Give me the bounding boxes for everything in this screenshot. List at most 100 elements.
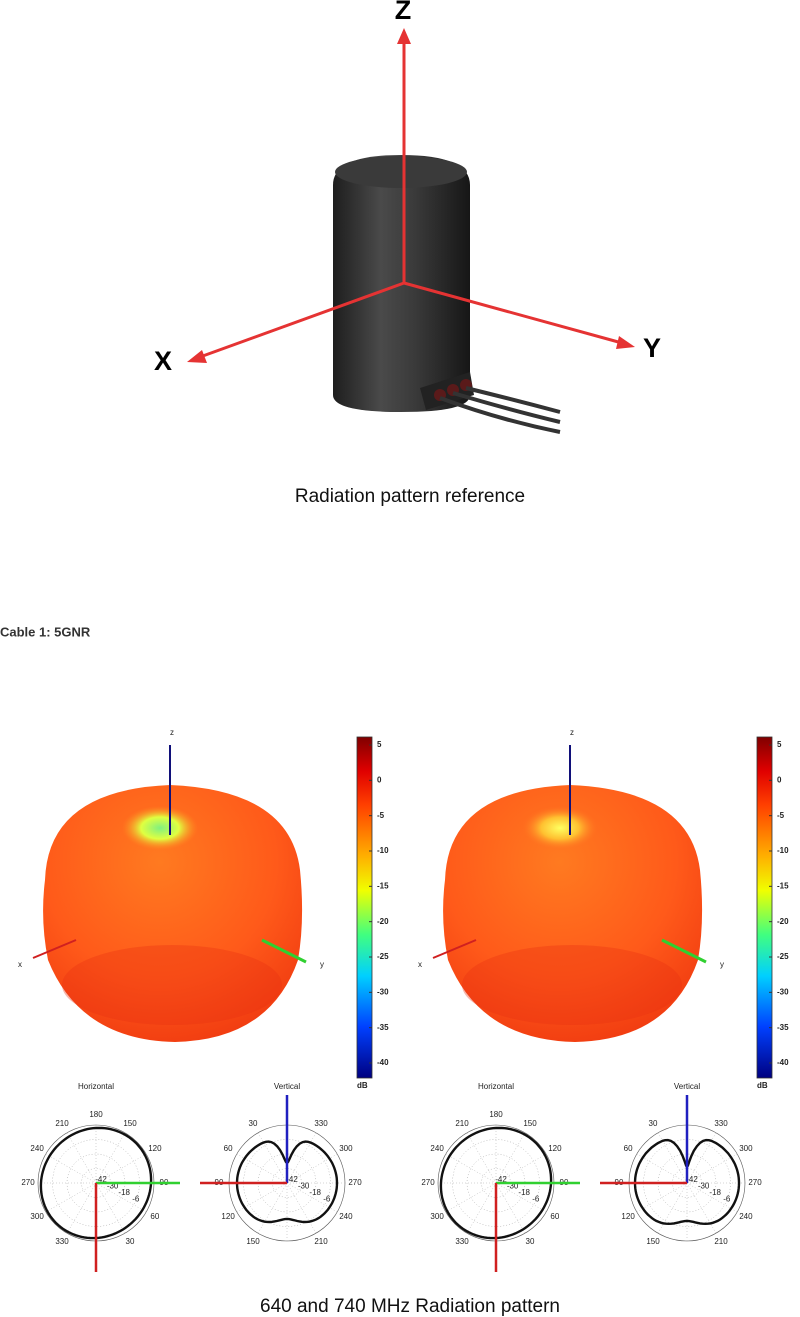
figure-caption: Radiation pattern reference [295, 486, 525, 507]
polar-angle-label: 210 [455, 1119, 469, 1128]
polar-angle-label: 180 [489, 1110, 503, 1119]
polar-spoke [257, 1182, 288, 1234]
axis-line [261, 938, 307, 964]
polar-radius-label: -30 [298, 1182, 310, 1191]
reference-axes [187, 28, 635, 363]
polar-angle-label: 300 [739, 1144, 753, 1153]
section-heading: Cable 1: 5GNR [0, 624, 91, 639]
polar-angle-label: 210 [714, 1237, 728, 1246]
polar-angle-label: 270 [21, 1178, 35, 1187]
polar-radius-label: -30 [507, 1182, 519, 1191]
polar-angle-label: 300 [339, 1144, 353, 1153]
colorbar [756, 736, 773, 1079]
polar-radius-label: -6 [532, 1195, 540, 1204]
axis-label-y: Y [643, 333, 661, 363]
colorbar-tick-label: 5 [777, 740, 782, 749]
colorbar-tick-label: -30 [377, 987, 389, 996]
axis-line [661, 938, 707, 964]
colorbar [356, 736, 373, 1079]
polar-spoke [686, 1182, 738, 1213]
colorbar-tick-label: -25 [377, 952, 389, 961]
polar-angle-label: 120 [148, 1144, 162, 1153]
axis-label: x [18, 960, 22, 969]
colorbar-tick-label: -10 [377, 846, 389, 855]
colorbar-tick-label: -15 [777, 881, 789, 890]
polar-radius-label: -6 [723, 1195, 731, 1204]
colorbar-tick-label: -25 [777, 952, 789, 961]
colorbar-tick-label: -10 [777, 846, 789, 855]
colorbar-tick-label: 0 [777, 775, 782, 784]
pattern-band [62, 945, 282, 1025]
polar-title: Horizontal [78, 1082, 114, 1091]
polar-angle-label: 60 [550, 1212, 559, 1221]
polar-angle-label: 300 [430, 1212, 444, 1221]
polar-spoke [686, 1182, 717, 1234]
polar-angle-label: 30 [126, 1237, 135, 1246]
polar-radius-label: -18 [709, 1188, 721, 1197]
polar-spoke [95, 1182, 126, 1234]
colorbar-tick-label: -5 [777, 811, 785, 820]
axis-label: z [170, 728, 174, 737]
polar-radius-label: -6 [323, 1195, 331, 1204]
polar-spoke [66, 1132, 97, 1184]
polar-angle-label: 150 [123, 1119, 137, 1128]
polar-spoke [495, 1153, 547, 1184]
polar-angle-label: 330 [714, 1119, 728, 1128]
polar-angle-label: 150 [246, 1237, 260, 1246]
axis-label: y [720, 960, 724, 969]
colorbar-tick-label: -40 [777, 1058, 789, 1067]
polar-angle-label: 30 [249, 1119, 258, 1128]
axis-label: y [320, 960, 324, 969]
axis-label-x: X [154, 346, 172, 376]
polar-angle-label: 270 [421, 1178, 435, 1187]
polar-spoke [657, 1182, 688, 1234]
polar-radius-label: -42 [286, 1175, 298, 1184]
polar-angle-label: 120 [221, 1212, 235, 1221]
colorbar-tick-label: -30 [777, 987, 789, 996]
polar-spoke [286, 1182, 317, 1234]
polar-angle-label: 330 [314, 1119, 328, 1128]
polar-radius-label: -18 [309, 1188, 321, 1197]
polar-spoke [286, 1132, 317, 1184]
polar-angle-label: 150 [646, 1237, 660, 1246]
axis-label-z: Z [395, 0, 412, 25]
polar-angle-label: 240 [30, 1144, 44, 1153]
polar-angle-label: 270 [748, 1178, 762, 1187]
colorbar-unit: dB [757, 1081, 768, 1090]
pattern-band [462, 945, 682, 1025]
polar-spoke [466, 1182, 497, 1234]
polar-radius-label: -30 [107, 1182, 119, 1191]
polar-angle-label: 150 [523, 1119, 537, 1128]
polar-spoke [445, 1153, 497, 1184]
polar-spoke [445, 1182, 497, 1213]
colorbar-unit: dB [357, 1081, 368, 1090]
polar-angle-label: 120 [548, 1144, 562, 1153]
polar-angle-label: 60 [150, 1212, 159, 1221]
polar-spoke [45, 1153, 97, 1184]
polar-angle-label: 330 [455, 1237, 469, 1246]
polar-spoke [45, 1182, 97, 1213]
colorbar-tick-label: -20 [377, 917, 389, 926]
colorbar-tick-label: -40 [377, 1058, 389, 1067]
polar-spoke [495, 1182, 526, 1234]
polar-pattern [633, 1138, 741, 1226]
polar-angle-label: 120 [621, 1212, 635, 1221]
polar-spoke [95, 1132, 126, 1184]
polar-angle-label: 60 [624, 1144, 633, 1153]
polar-angle-label: 240 [739, 1212, 753, 1221]
polar-angle-label: 330 [55, 1237, 69, 1246]
polar-radius-label: -6 [132, 1195, 140, 1204]
polar-spoke [95, 1182, 147, 1213]
colorbar-tick-label: -5 [377, 811, 385, 820]
axis-label: x [418, 960, 422, 969]
polar-angle-label: 300 [30, 1212, 44, 1221]
polar-pattern [235, 1140, 339, 1224]
polar-angle-label: 240 [339, 1212, 353, 1221]
polar-radius-label: -18 [118, 1188, 130, 1197]
pattern-3d [443, 785, 703, 1042]
polar-title: Vertical [674, 1082, 700, 1091]
polar-spoke [636, 1182, 688, 1213]
polar-radius-label: -30 [698, 1182, 710, 1191]
polar-spoke [636, 1153, 688, 1184]
